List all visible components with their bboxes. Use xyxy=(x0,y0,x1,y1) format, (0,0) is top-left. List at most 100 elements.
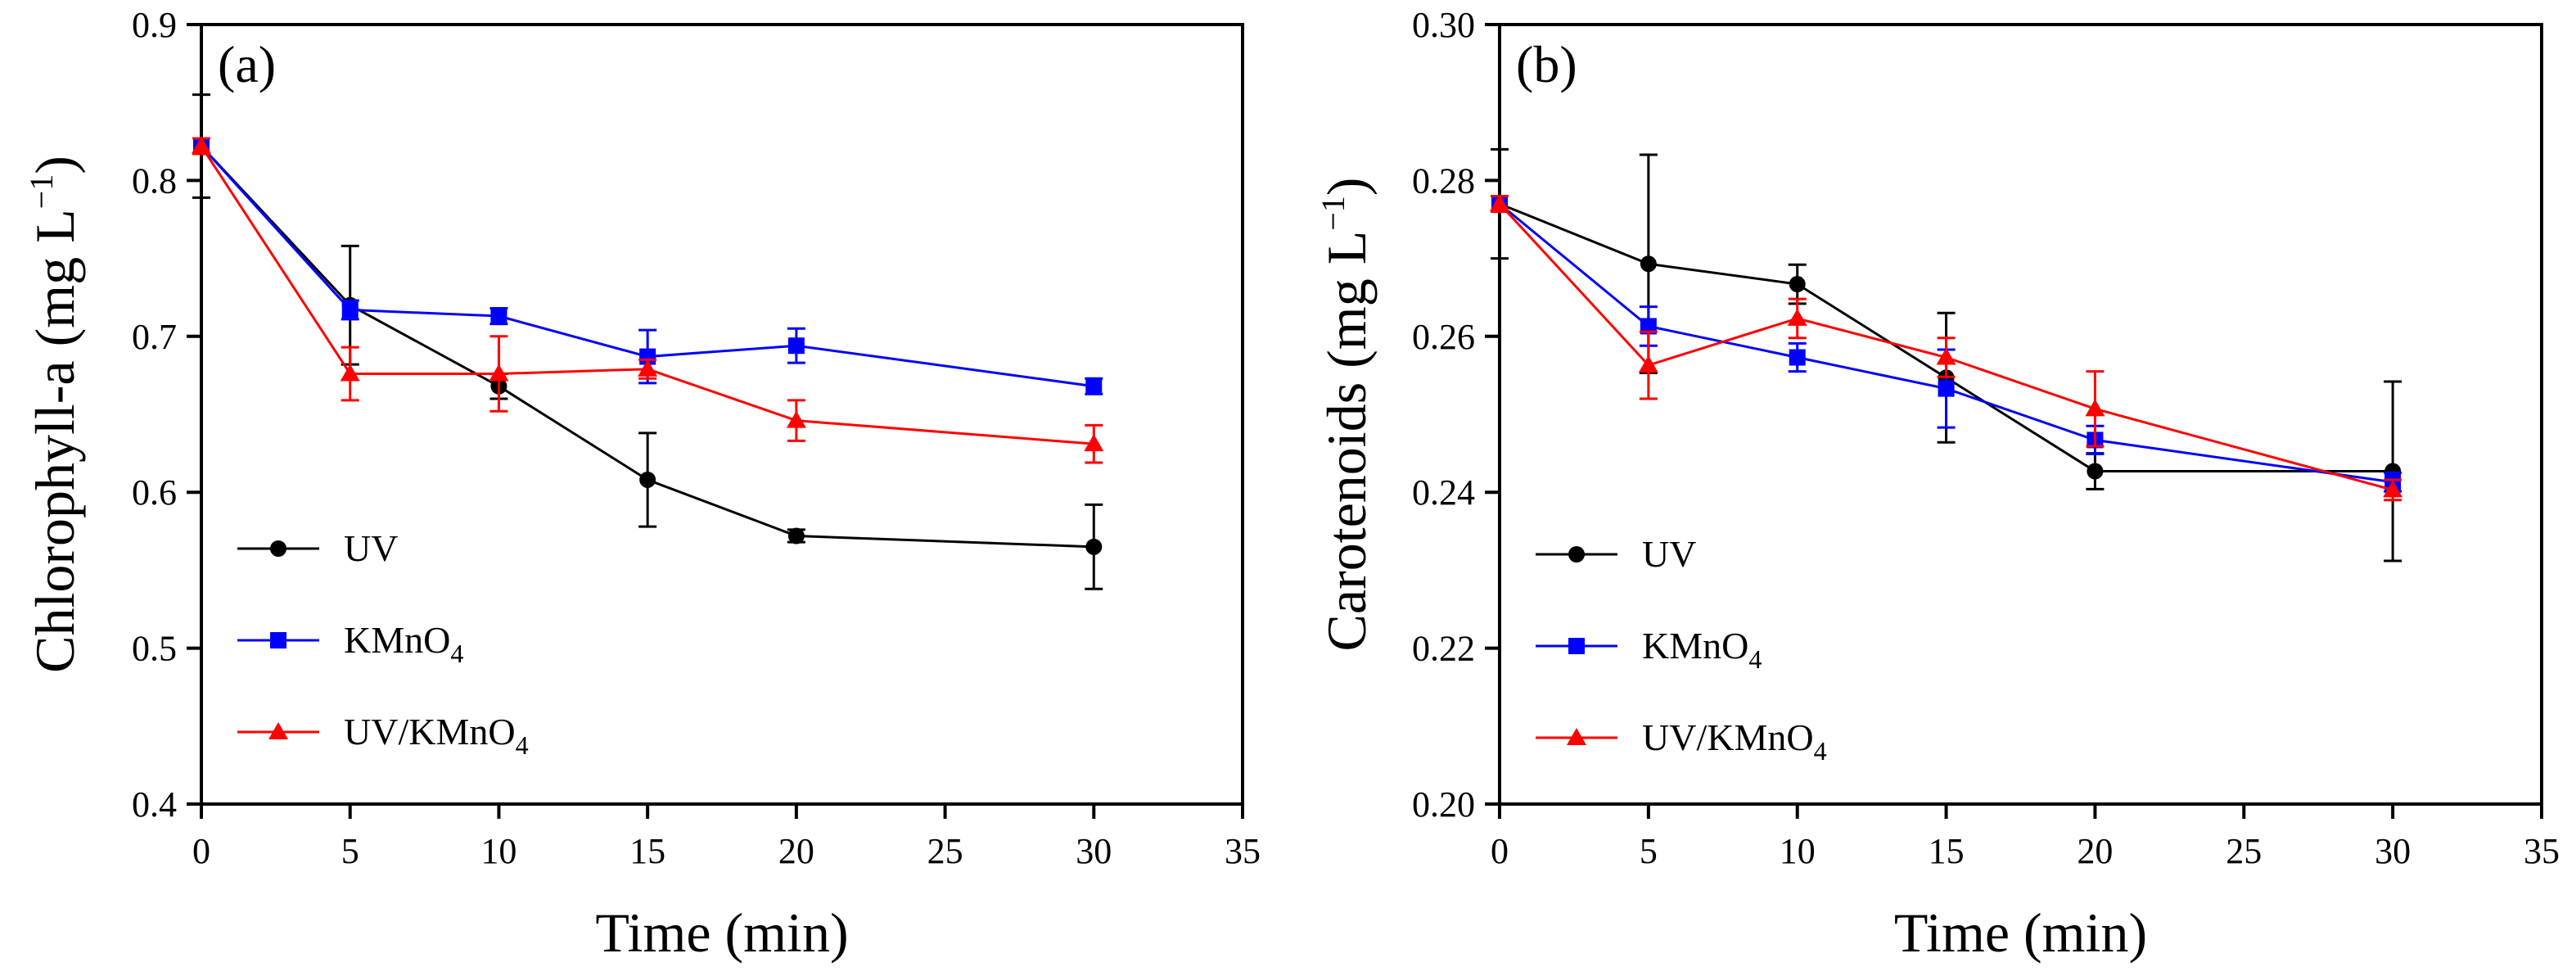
data-point xyxy=(490,308,508,325)
legend-label: UV/KMnO4 xyxy=(344,711,529,760)
data-point xyxy=(1085,538,1103,555)
legend-entry-uv: UV xyxy=(237,527,398,569)
y-tick-label: 0.24 xyxy=(1412,472,1475,513)
legend-label-subscript: 4 xyxy=(1814,736,1827,766)
x-tick-label: 5 xyxy=(1640,831,1658,871)
y-tick-label: 0.26 xyxy=(1412,317,1475,357)
y-tick-label: 0.8 xyxy=(132,160,177,201)
series-uv-kmno4 xyxy=(1490,193,2403,502)
data-point xyxy=(341,301,359,319)
series-uv-kmno4 xyxy=(192,136,1104,464)
series-kmno4 xyxy=(192,137,1103,395)
x-tick-label: 25 xyxy=(2226,831,2262,871)
legend-label-subscript: 4 xyxy=(1748,644,1762,674)
data-point xyxy=(1936,347,1956,365)
series-line xyxy=(200,145,1094,445)
legend-label: UV xyxy=(1642,533,1696,575)
x-tick-label: 10 xyxy=(1780,831,1816,871)
y-tick-label: 0.7 xyxy=(132,317,177,357)
chart-panel-b: 0 5 10 15 20 25 30 35 0.20 0.22 0.24 0.26 0.28 0.30 Ti… xyxy=(1315,5,2560,964)
y-axis-title-main: Chlorophyll-a (mg L xyxy=(24,209,86,673)
legend-marker xyxy=(270,632,286,648)
legend-marker xyxy=(1568,546,1585,563)
data-point xyxy=(1938,380,1955,397)
x-tick-label: 35 xyxy=(2524,831,2560,871)
legend-entry-kmno4: KMnO4 xyxy=(1536,625,1762,674)
legend-label-main: UV/KMnO xyxy=(1642,716,1814,758)
y-axis-title-superscript: −1 xyxy=(1315,196,1351,231)
data-point xyxy=(2087,463,2104,480)
x-tick-label: 25 xyxy=(927,831,963,871)
x-tick-label: 15 xyxy=(1929,831,1965,871)
x-axis-title: Time (min) xyxy=(595,901,848,964)
legend-marker xyxy=(268,722,288,739)
plot-frame xyxy=(1498,23,2543,806)
x-tick-label: 10 xyxy=(480,831,517,871)
y-tick-label: 0.4 xyxy=(132,784,177,825)
y-tick-label: 0.30 xyxy=(1412,5,1475,45)
data-point xyxy=(1084,434,1104,452)
legend-marker xyxy=(270,540,286,557)
legend-label-main: KMnO xyxy=(1642,625,1748,666)
legend-label: UV xyxy=(344,527,398,569)
data-point xyxy=(1490,193,1509,211)
plot-frame xyxy=(200,23,1244,806)
legend-marker xyxy=(1567,728,1586,745)
data-point xyxy=(787,337,805,355)
data-point xyxy=(639,471,656,488)
chart-panel-a: 0 5 10 15 20 25 30 35 0.4 0.5 0.6 0.7 0.8 0.9 Time (mi… xyxy=(23,5,1261,964)
series-line xyxy=(1498,202,2393,491)
y-axis-title-close: ) xyxy=(24,156,86,174)
legend-label: KMnO4 xyxy=(344,619,463,668)
data-point xyxy=(2085,399,2105,417)
x-axis-title: Time (min) xyxy=(1894,901,2147,964)
legend-label: KMnO4 xyxy=(1642,625,1762,674)
legend-label-main: UV xyxy=(344,527,398,569)
x-tick-label: 0 xyxy=(192,831,210,871)
series-line xyxy=(200,145,1094,388)
y-tick-label: 0.6 xyxy=(132,472,177,513)
data-point xyxy=(1789,276,1806,293)
data-point xyxy=(192,136,211,154)
legend-marker xyxy=(1568,638,1585,654)
y-axis-title: Carotenoids (mg L−1) xyxy=(1315,178,1378,652)
y-axis-title: Chlorophyll-a (mg L−1) xyxy=(23,156,86,673)
legend-entry-uv: UV xyxy=(1536,533,1696,575)
data-point xyxy=(340,364,360,382)
legend-label-subscript: 4 xyxy=(516,730,529,760)
data-point xyxy=(786,410,806,428)
legend-entry-kmno4: KMnO4 xyxy=(237,619,463,668)
data-point xyxy=(2383,480,2403,498)
x-tick-label: 30 xyxy=(1076,831,1112,871)
panel-label: (b) xyxy=(1516,35,1577,93)
data-point xyxy=(1640,318,1657,335)
y-tick-label: 0.20 xyxy=(1412,784,1475,825)
series-line xyxy=(1499,202,2393,472)
legend-entry-uv-kmno4: UV/KMnO4 xyxy=(237,711,529,760)
legend-entry-uv-kmno4: UV/KMnO4 xyxy=(1536,716,1827,766)
y-axis-title-main: Carotenoids (mg L xyxy=(1315,231,1378,652)
y-axis-title-close: ) xyxy=(1315,178,1378,197)
data-point xyxy=(638,359,658,377)
x-tick-label: 30 xyxy=(2375,831,2411,871)
y-tick-label: 0.5 xyxy=(132,629,177,669)
x-tick-label: 15 xyxy=(629,831,665,871)
y-tick-label: 0.28 xyxy=(1412,160,1475,201)
legend-label-main: UV/KMnO xyxy=(344,711,516,752)
series-line xyxy=(1499,202,2393,484)
data-point xyxy=(1789,349,1806,366)
legend-label-subscript: 4 xyxy=(450,639,463,668)
data-point xyxy=(1787,308,1807,326)
x-tick-label: 5 xyxy=(341,831,359,871)
legend-label: UV/KMnO4 xyxy=(1642,716,1827,766)
panel-label: (a) xyxy=(218,35,276,93)
data-point xyxy=(787,527,805,544)
y-axis-title-superscript: −1 xyxy=(23,174,60,210)
data-point xyxy=(1640,255,1657,273)
y-tick-label: 0.9 xyxy=(132,5,177,45)
data-point xyxy=(1085,377,1103,395)
x-tick-label: 35 xyxy=(1225,831,1261,871)
y-tick-label: 0.22 xyxy=(1412,629,1475,669)
series-line xyxy=(200,145,1094,549)
